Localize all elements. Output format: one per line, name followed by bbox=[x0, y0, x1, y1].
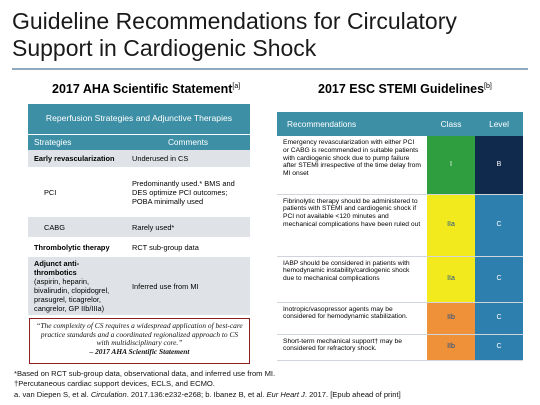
footnote-dagger: †Percutaneous cardiac support devices, E… bbox=[14, 379, 215, 388]
level-badge: C bbox=[475, 256, 523, 303]
table-row: Inotropic/vasopressor agents may be cons… bbox=[277, 302, 523, 335]
ref-a-journal: Circulation bbox=[90, 390, 127, 399]
aha-heading-text: 2017 AHA Scientific Statement bbox=[52, 82, 233, 96]
recommendation-cell: Emergency revascularization with either … bbox=[277, 136, 427, 195]
table-row: Early revascularization Underused in CS bbox=[28, 150, 250, 167]
table-row: Emergency revascularization with either … bbox=[277, 136, 523, 195]
aha-col-comments: Comments bbox=[126, 133, 250, 150]
title-divider bbox=[12, 68, 528, 70]
ref-b-journal: Eur Heart J bbox=[266, 390, 305, 399]
strategy-name: Adjunct anti-thrombotics bbox=[34, 259, 80, 277]
comment-cell: Underused in CS bbox=[126, 150, 250, 167]
comment-cell: Rarely used* bbox=[126, 217, 250, 237]
aha-heading: 2017 AHA Scientific Statement[a] bbox=[52, 82, 240, 96]
recommendation-cell: Fibrinolytic therapy should be administe… bbox=[277, 194, 427, 257]
slide-title: Guideline Recommendations for Circulator… bbox=[12, 8, 457, 61]
strategy-cell: Early revascularization bbox=[28, 150, 126, 167]
esc-heading-ref: [b] bbox=[484, 82, 492, 90]
aha-heading-ref: [a] bbox=[232, 82, 241, 90]
class-badge: IIb bbox=[427, 334, 475, 361]
ref-a-authors: a. van Diepen S, et al. bbox=[14, 390, 91, 399]
quote-attribution: – 2017 AHA Scientific Statement bbox=[89, 346, 190, 356]
aha-table-title: Reperfusion Strategies and Adjunctive Th… bbox=[28, 104, 250, 134]
strategy-detail: (aspirin, heparin, bivalirudin, clopidog… bbox=[34, 277, 110, 313]
level-badge: B bbox=[475, 136, 523, 195]
level-badge: C bbox=[475, 334, 523, 361]
aha-strategies-table: Reperfusion Strategies and Adjunctive Th… bbox=[28, 104, 250, 315]
recommendation-cell: Short-term mechanical support† may be co… bbox=[277, 334, 427, 361]
esc-heading-text: 2017 ESC STEMI Guidelines bbox=[318, 82, 485, 96]
aha-quote-box: “The complexity of CS requires a widespr… bbox=[29, 318, 250, 364]
comment-cell: RCT sub-group data bbox=[126, 237, 250, 257]
table-row: Fibrinolytic therapy should be administe… bbox=[277, 194, 523, 257]
esc-col-class: Class bbox=[427, 112, 475, 136]
aha-table-title-row: Reperfusion Strategies and Adjunctive Th… bbox=[28, 104, 250, 134]
esc-col-recommendations: Recommendations bbox=[277, 112, 427, 136]
esc-table-header-row: Recommendations Class Level bbox=[277, 112, 523, 136]
comment-cell: Predominantly used.* BMS and DES optimiz… bbox=[126, 167, 250, 217]
ref-b-details: . 2017. [Epub ahead of print] bbox=[304, 390, 401, 399]
esc-recommendations-table: Recommendations Class Level Emergency re… bbox=[277, 112, 523, 361]
footnote-asterisk: *Based on RCT sub-group data, observatio… bbox=[14, 369, 276, 378]
quote-text: “The complexity of CS requires a widespr… bbox=[36, 321, 243, 348]
class-badge: IIa bbox=[427, 256, 475, 303]
comment-cell: Inferred use from MI bbox=[126, 257, 250, 315]
recommendation-cell: Inotropic/vasopressor agents may be cons… bbox=[277, 302, 427, 335]
table-row: CABG Rarely used* bbox=[28, 217, 250, 237]
level-badge: C bbox=[475, 194, 523, 257]
table-row: Short-term mechanical support† may be co… bbox=[277, 334, 523, 361]
level-badge: C bbox=[475, 302, 523, 335]
esc-heading: 2017 ESC STEMI Guidelines[b] bbox=[318, 82, 492, 96]
strategy-cell: CABG bbox=[28, 217, 126, 237]
table-row: Adjunct anti-thrombotics (aspirin, hepari… bbox=[28, 257, 250, 315]
class-badge: IIb bbox=[427, 302, 475, 335]
strategy-cell: Adjunct anti-thrombotics (aspirin, hepari… bbox=[28, 257, 126, 315]
strategy-cell: PCI bbox=[28, 167, 126, 217]
recommendation-cell: IABP should be considered in patients wi… bbox=[277, 256, 427, 303]
references: a. van Diepen S, et al. Circulation. 201… bbox=[14, 390, 401, 399]
esc-col-level: Level bbox=[475, 112, 523, 136]
strategy-cell: Thrombolytic therapy bbox=[28, 237, 126, 257]
table-row: IABP should be considered in patients wi… bbox=[277, 256, 523, 303]
aha-table-header-row: Strategies Comments bbox=[28, 133, 250, 150]
class-badge: I bbox=[427, 136, 475, 195]
ref-a-details: . 2017.136:e232-e268; b. Ibanez B, et al… bbox=[126, 390, 267, 399]
aha-col-strategies: Strategies bbox=[28, 133, 126, 150]
table-row: Thrombolytic therapy RCT sub-group data bbox=[28, 237, 250, 257]
table-row: PCI Predominantly used.* BMS and DES opt… bbox=[28, 167, 250, 217]
class-badge: IIa bbox=[427, 194, 475, 257]
